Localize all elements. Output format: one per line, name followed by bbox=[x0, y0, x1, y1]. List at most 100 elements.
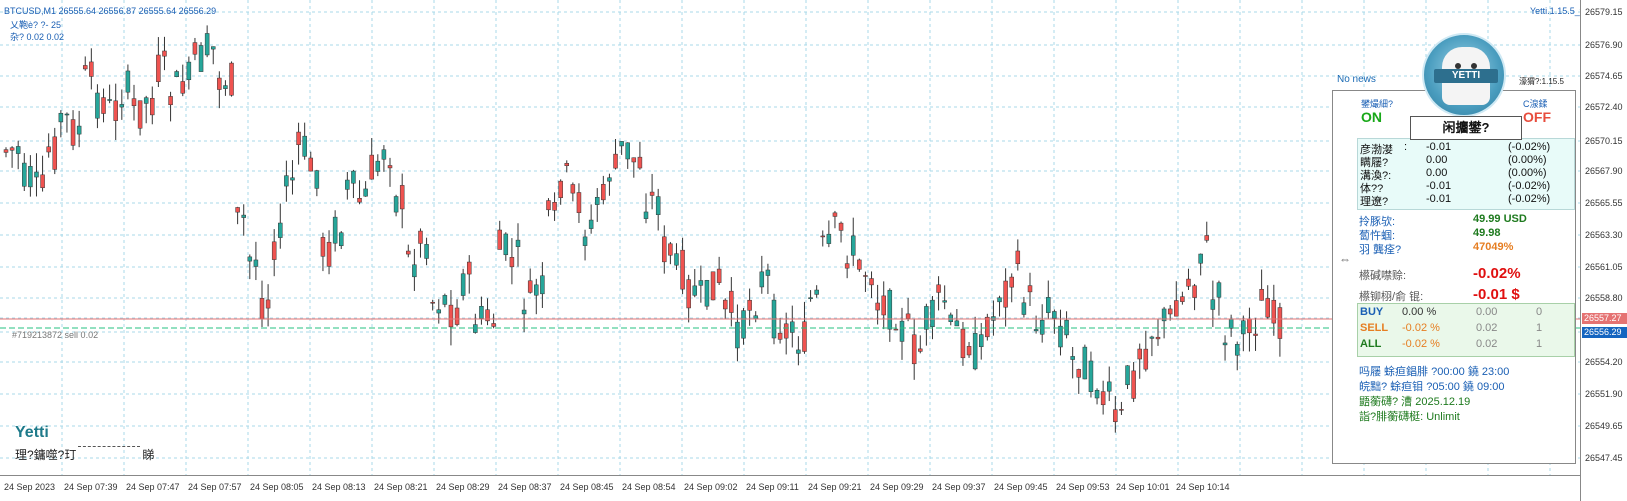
candle-bearish bbox=[844, 263, 850, 269]
candle-bearish bbox=[168, 96, 173, 106]
candle-bullish bbox=[1021, 302, 1027, 315]
candle-bearish bbox=[497, 229, 502, 250]
candle-bearish bbox=[1271, 299, 1277, 324]
position-lots: 0.02 bbox=[1476, 322, 1498, 334]
on-toggle[interactable]: ON bbox=[1361, 109, 1382, 125]
candle-bullish bbox=[76, 125, 82, 135]
candle-bullish bbox=[381, 149, 387, 160]
candle-bearish bbox=[881, 295, 886, 316]
candle-bullish bbox=[582, 236, 588, 246]
candle-bearish bbox=[649, 191, 655, 196]
drawdown-value: -0.01 $ bbox=[1473, 286, 1520, 303]
candle-bullish bbox=[991, 316, 996, 321]
account-value: 47049% bbox=[1473, 241, 1514, 253]
candle-bearish bbox=[40, 174, 45, 189]
candle-bearish bbox=[406, 250, 411, 255]
candle-bullish bbox=[1094, 389, 1100, 399]
candle-bearish bbox=[1180, 296, 1185, 302]
candle-bullish bbox=[107, 99, 112, 101]
candle-bearish bbox=[1186, 278, 1191, 287]
candle-bearish bbox=[466, 261, 472, 275]
time-label: 24 Sep 09:45 bbox=[994, 482, 1048, 492]
schedule-row: 詣?腓蘅礴梃: Unlimit bbox=[1359, 411, 1460, 423]
price-label: 26551.90 bbox=[1585, 389, 1623, 399]
candle-bullish bbox=[534, 284, 539, 296]
candle-bearish bbox=[1265, 298, 1270, 318]
candle-bullish bbox=[540, 275, 545, 295]
candle-bearish bbox=[156, 54, 161, 82]
candle-bearish bbox=[783, 323, 789, 339]
candle-bearish bbox=[137, 100, 143, 129]
news-status: No news bbox=[1337, 74, 1376, 85]
position-pct: -0.02 % bbox=[1402, 322, 1440, 334]
candle-bullish bbox=[393, 196, 399, 213]
position-count: 1 bbox=[1536, 338, 1543, 350]
candle-bearish bbox=[863, 275, 868, 277]
account-value: 49.98 bbox=[1473, 227, 1501, 239]
time-label: 24 Sep 08:13 bbox=[312, 482, 366, 492]
candle-bullish bbox=[284, 175, 289, 187]
drawdown-label: 櫒碱噤赊: bbox=[1359, 270, 1407, 282]
candle-bullish bbox=[1082, 346, 1088, 380]
candlestick-chart[interactable] bbox=[0, 0, 1580, 475]
price-label: 26567.90 bbox=[1585, 166, 1623, 176]
candle-bearish bbox=[893, 328, 899, 331]
candle-bearish bbox=[320, 237, 326, 257]
profit-row-value: -0.01 bbox=[1426, 180, 1452, 192]
candle-bearish bbox=[747, 299, 752, 311]
candle-bullish bbox=[1070, 356, 1075, 360]
candle-bearish bbox=[259, 298, 265, 319]
status-divider bbox=[78, 446, 141, 457]
time-label: 24 Sep 09:02 bbox=[684, 482, 738, 492]
candle-bullish bbox=[15, 146, 21, 154]
candle-bullish bbox=[1106, 381, 1112, 392]
candle-bullish bbox=[1058, 325, 1063, 348]
candle-bullish bbox=[247, 256, 253, 262]
candle-bearish bbox=[308, 157, 314, 172]
candle-bearish bbox=[686, 279, 691, 309]
account-value: 49.99 USD bbox=[1473, 213, 1527, 225]
candle-bullish bbox=[972, 333, 978, 370]
position-pct: -0.02 % bbox=[1402, 338, 1440, 350]
order-line-label[interactable]: #719213872 sell 0.02 bbox=[12, 330, 99, 340]
profit-row-value: 0.00 bbox=[1426, 154, 1448, 166]
candle-bullish bbox=[765, 269, 771, 276]
schedule-row: 鼯蘅礴? 漕 2025.12.19 bbox=[1359, 396, 1471, 408]
candle-bearish bbox=[911, 334, 917, 365]
off-toggle[interactable]: OFF bbox=[1523, 109, 1551, 125]
candle-bullish bbox=[814, 289, 819, 295]
profit-row-label: 溝渙?: bbox=[1360, 170, 1392, 182]
time-label: 24 Sep 08:45 bbox=[560, 482, 614, 492]
position-count: 0 bbox=[1536, 306, 1543, 318]
price-label: 26579.15 bbox=[1585, 7, 1623, 17]
candle-bullish bbox=[473, 324, 478, 333]
candle-bullish bbox=[290, 177, 295, 181]
candle-bullish bbox=[143, 97, 149, 104]
candle-bearish bbox=[271, 241, 277, 260]
drawdown-label: 櫒铆栩/俞 锟: bbox=[1359, 291, 1424, 303]
candle-bearish bbox=[52, 136, 58, 170]
logo-eye-left bbox=[1455, 63, 1461, 69]
candle-bullish bbox=[948, 314, 954, 322]
main-action-button[interactable]: 闲攟鐢? bbox=[1410, 116, 1522, 140]
chart-area[interactable]: BTCUSD,M1 26555.64 26556.87 26555.64 265… bbox=[0, 0, 1580, 475]
candle-bearish bbox=[217, 77, 222, 90]
logo-text: YETTI bbox=[1434, 69, 1498, 83]
account-label: 羽 龔痊? bbox=[1359, 244, 1402, 256]
candle-bullish bbox=[997, 297, 1002, 303]
candle-bullish bbox=[1125, 365, 1130, 386]
schedule-section: 吗屦 蜍疸錩腓 ?00:00 鐃 23:00 皖黜? 蜍疸钼 ?05:00 鐃 0… bbox=[1357, 361, 1575, 461]
profit-row-label: 体?? bbox=[1360, 183, 1384, 195]
candle-bearish bbox=[491, 323, 496, 327]
candle-bearish bbox=[509, 257, 515, 268]
candle-bearish bbox=[857, 259, 862, 270]
candle-bullish bbox=[1198, 253, 1203, 264]
candle-bullish bbox=[674, 253, 679, 266]
candle-bearish bbox=[576, 192, 582, 213]
collapse-arrow-icon[interactable]: ⇔ bbox=[1339, 252, 1351, 266]
candle-bearish bbox=[1027, 285, 1033, 293]
candle-bullish bbox=[515, 239, 521, 247]
candle-bullish bbox=[58, 112, 64, 123]
brand-label: Yetti bbox=[15, 424, 49, 441]
candle-bearish bbox=[1253, 333, 1258, 336]
